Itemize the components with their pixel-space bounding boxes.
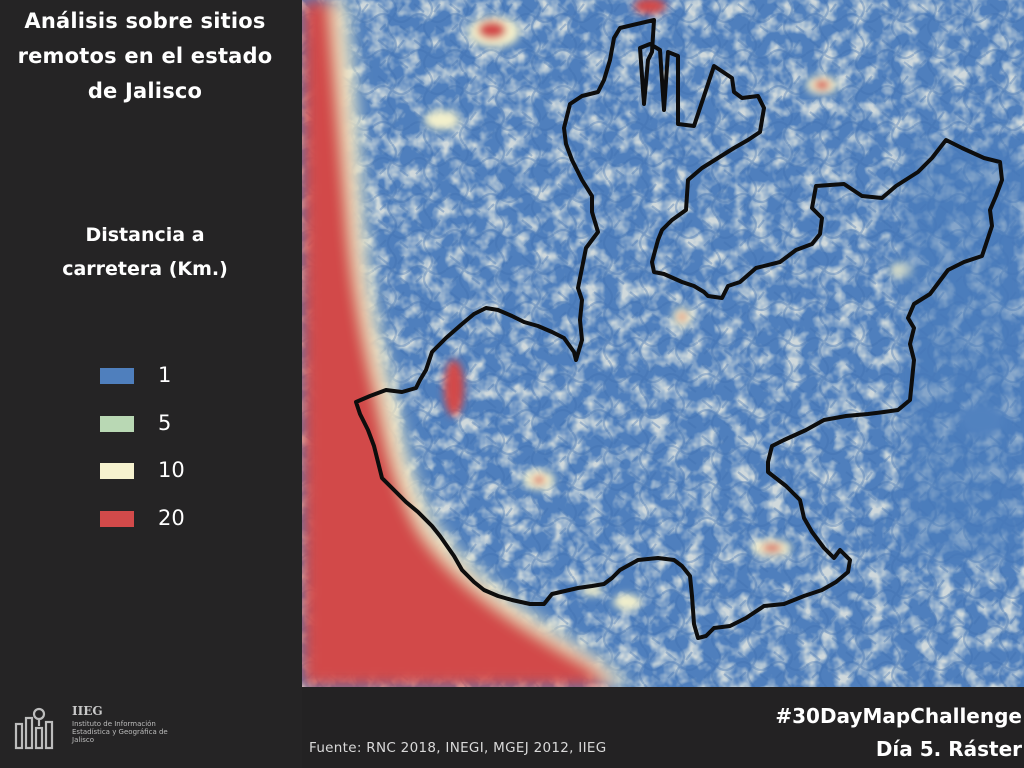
legend-title: Distancia a carretera (Km.) — [0, 218, 290, 286]
building-icon — [14, 707, 54, 750]
raster-map — [302, 0, 1024, 687]
logo-description: Instituto de Información Estadística y G… — [72, 720, 168, 744]
legend-label: 5 — [158, 410, 172, 435]
remote-zone-west — [302, 0, 632, 687]
legend-label: 1 — [158, 363, 172, 387]
iieg-logo: IIEG Instituto de Información Estadístic… — [14, 704, 194, 754]
legend-item: 10 — [100, 455, 240, 503]
title-line: Análisis sobre sitios — [24, 9, 266, 33]
legend-title-line: carretera (Km.) — [62, 258, 228, 280]
legend: 1 5 10 20 — [100, 360, 240, 550]
map-title: Análisis sobre sitios remotos en el esta… — [0, 4, 290, 109]
legend-item: 1 — [100, 360, 240, 408]
map-canvas — [302, 0, 1024, 687]
challenge-hashtag: #30DayMapChallenge — [775, 704, 1022, 728]
legend-swatch — [100, 368, 134, 384]
sidebar: Análisis sobre sitios remotos en el esta… — [0, 0, 302, 768]
title-line: de Jalisco — [87, 79, 203, 103]
title-line: remotos en el estado — [17, 44, 273, 68]
legend-swatch — [100, 510, 134, 527]
legend-swatch — [100, 463, 134, 479]
dense-road-east — [902, 140, 1024, 560]
legend-item: 20 — [100, 503, 240, 551]
legend-swatch — [100, 415, 134, 432]
logo-name: IIEG — [72, 704, 103, 718]
source-credit: Fuente: RNC 2018, INEGI, MGEJ 2012, IIEG — [309, 740, 607, 756]
footer-band — [302, 687, 1024, 768]
jalisco-boundary — [354, 18, 1004, 640]
legend-title-line: Distancia a — [85, 224, 205, 246]
legend-item: 5 — [100, 408, 240, 456]
legend-label: 20 — [158, 505, 185, 530]
day-subtitle: Día 5. Ráster — [875, 737, 1022, 761]
legend-label: 10 — [158, 458, 185, 482]
